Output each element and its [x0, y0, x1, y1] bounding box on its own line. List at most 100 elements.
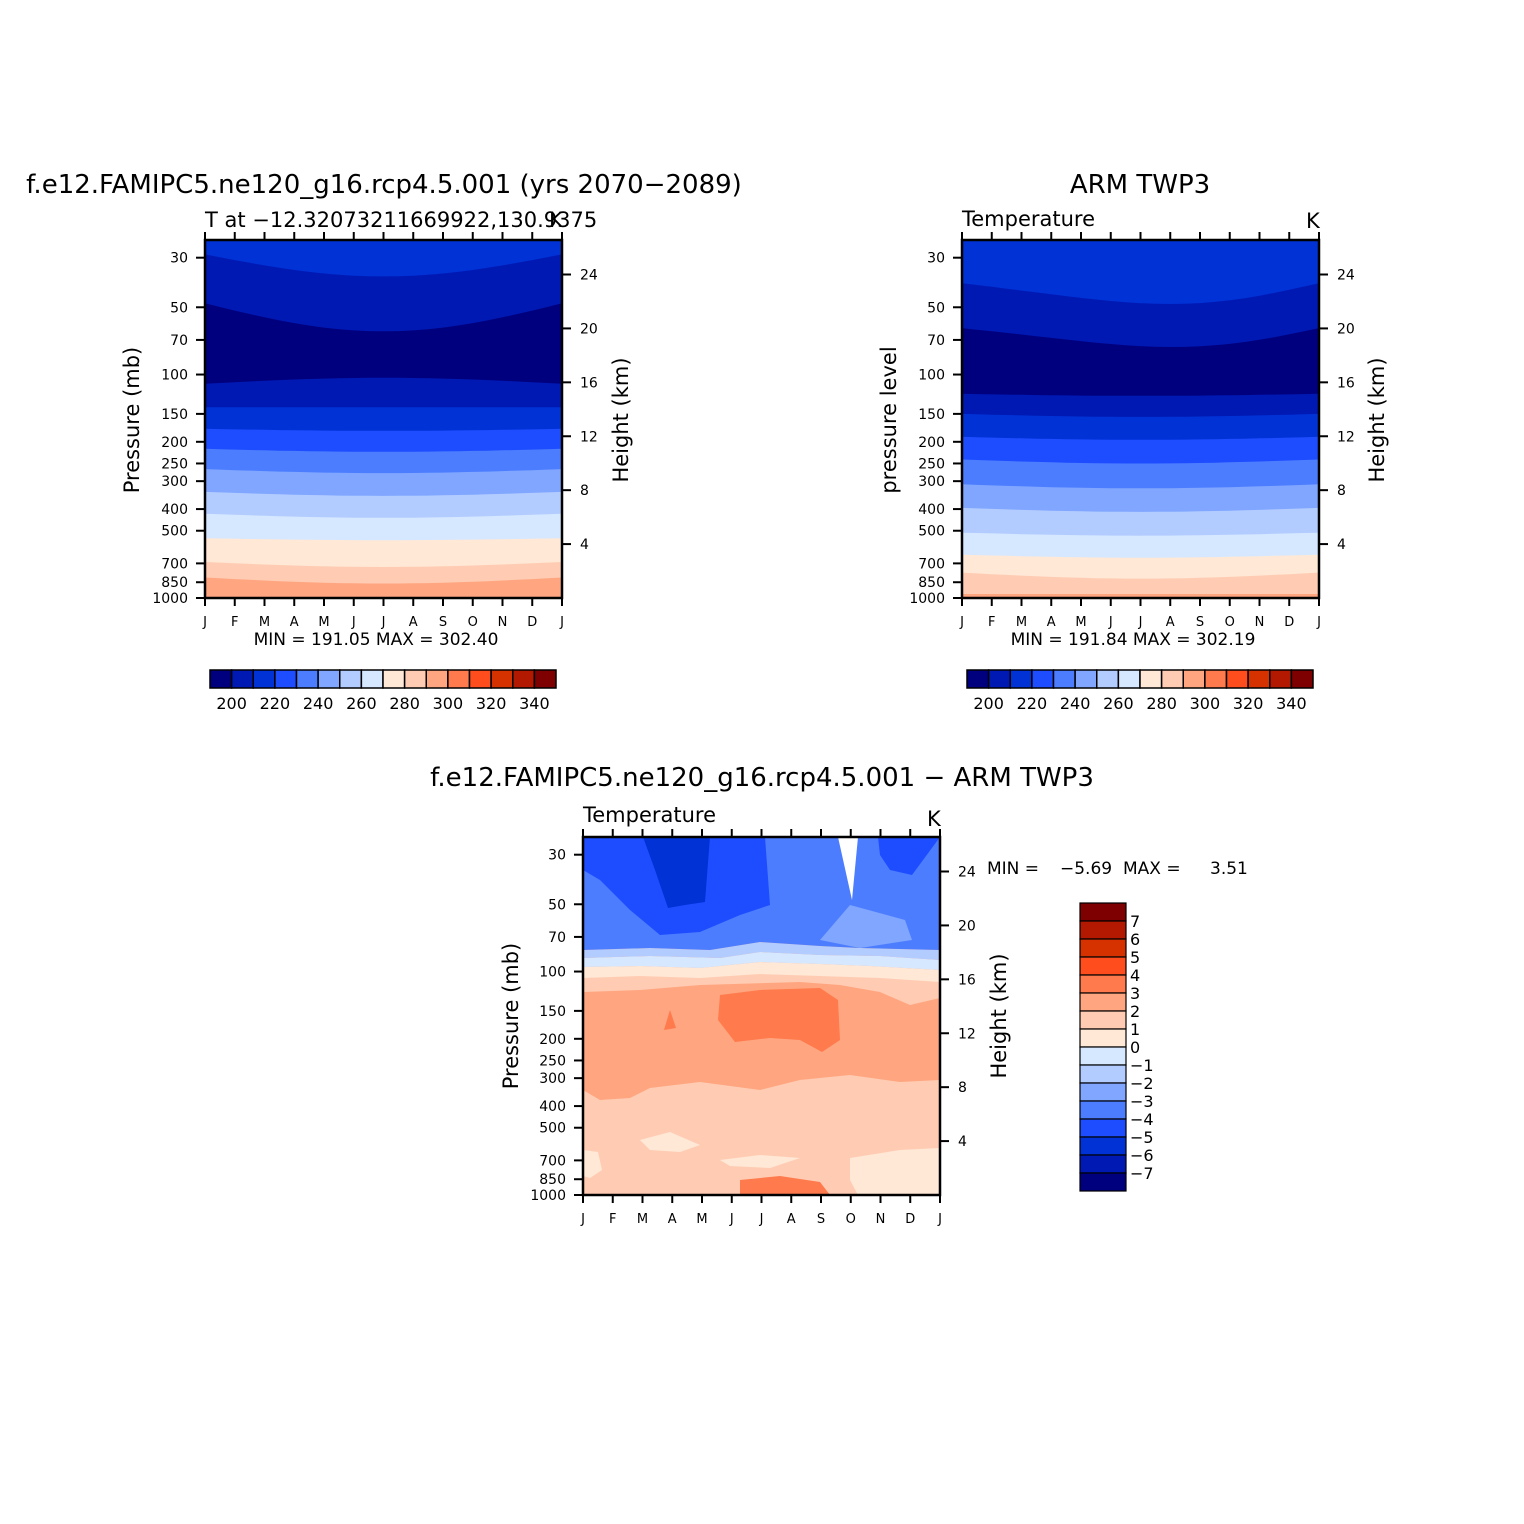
colorbar-label: 240: [1060, 694, 1091, 713]
diff-region-upper-hot: [664, 988, 840, 1195]
colorbar-swatch: [1079, 938, 1127, 958]
y-right-tick-label: 20: [580, 321, 598, 337]
x-tick-label: A: [1166, 615, 1175, 630]
colorbar-label: 1: [1130, 1020, 1140, 1039]
colorbar-swatch: [1204, 669, 1228, 689]
panel-diff-title: f.e12.FAMIPC5.ne120_g16.rcp4.5.001 − ARM…: [430, 763, 1094, 793]
panel-obs-plot: J F M A M J J A S O N D J 30 50 70 100 150 200 250 300 400 500…: [909, 232, 1355, 630]
colorbar-swatch: [295, 669, 319, 689]
y-tick-label: 150: [539, 1004, 566, 1020]
x-tick-label: J: [729, 1212, 734, 1227]
y-right-tick-label: 24: [958, 865, 976, 881]
panel-obs-colorbar: 200 220 240 260 280 300 320 340: [966, 669, 1314, 713]
colorbar-swatch: [447, 669, 471, 689]
colorbar-label: 240: [303, 694, 334, 713]
x-tick-label: M: [696, 1212, 707, 1227]
colorbar-label: 5: [1130, 948, 1140, 967]
y-tick-label: 30: [927, 251, 945, 267]
y-tick-label: 500: [161, 524, 188, 540]
panel-model-plot: J F M A M J J A S O N D J 30 50 70 100 150 200 250 300 400 500…: [152, 232, 598, 630]
x-tick-label: F: [231, 615, 238, 630]
colorbar-label: 340: [1276, 694, 1307, 713]
colorbar-label: 6: [1130, 930, 1140, 949]
x-tick-label: D: [527, 615, 537, 630]
panel-model-ylabel-right: Height (km): [609, 357, 633, 482]
colorbar-swatch: [1079, 920, 1127, 940]
colorbar-swatch: [1079, 956, 1127, 976]
panel-obs-title: ARM TWP3: [1070, 170, 1210, 200]
colorbar-swatch: [1074, 669, 1098, 689]
colorbar-swatch: [1247, 669, 1271, 689]
x-tick-label: J: [559, 615, 564, 630]
panel-obs: ARM TWP3 Temperature K J F M A M J J A S O N D J 30 50…: [877, 170, 1389, 713]
colorbar-swatch: [1079, 1172, 1127, 1192]
x-tick-label: M: [259, 615, 270, 630]
colorbar-label: 300: [1190, 694, 1221, 713]
y-right-tick-label: 12: [580, 429, 598, 445]
colorbar-swatch: [339, 669, 363, 689]
y-tick-label: 850: [161, 575, 188, 591]
colorbar-label: −7: [1130, 1164, 1154, 1183]
colorbar-swatch: [1117, 669, 1141, 689]
y-tick-label: 1000: [530, 1188, 566, 1204]
colorbar-label: 320: [476, 694, 507, 713]
colorbar-swatch: [1079, 1010, 1127, 1030]
y-tick-label: 500: [918, 524, 945, 540]
colorbar-swatch: [1079, 1118, 1127, 1138]
panel-diff: f.e12.FAMIPC5.ne120_g16.rcp4.5.001 − ARM…: [430, 763, 1248, 1227]
diff-region-upper-cold-2: [583, 942, 940, 960]
colorbar-label: −6: [1130, 1146, 1154, 1165]
colorbar-label: 7: [1130, 912, 1140, 931]
y-tick-label: 200: [539, 1032, 566, 1048]
colorbar-label: 260: [1103, 694, 1134, 713]
y-tick-label: 400: [161, 502, 188, 518]
y-tick-label: 850: [918, 575, 945, 591]
y-tick-label: 70: [170, 333, 188, 349]
colorbar-label: 200: [216, 694, 247, 713]
colorbar-label: 280: [1146, 694, 1177, 713]
colorbar-swatch: [1225, 669, 1249, 689]
colorbar-label: 300: [433, 694, 464, 713]
colorbar-swatch: [1009, 669, 1033, 689]
diff-region-stratosphere-light: [820, 905, 912, 948]
y-tick-label: 150: [918, 407, 945, 423]
x-tick-label: M: [637, 1212, 648, 1227]
y-right-tick-label: 4: [958, 1134, 967, 1150]
x-tick-label: S: [439, 615, 447, 630]
y-right-tick-label: 20: [958, 918, 976, 934]
colorbar-swatch: [987, 669, 1011, 689]
colorbar-swatch: [1079, 1064, 1127, 1084]
colorbar-label: −2: [1130, 1074, 1154, 1093]
colorbar-swatch: [1052, 669, 1076, 689]
colorbar-swatch: [1079, 974, 1127, 994]
colorbar-swatch: [1269, 669, 1293, 689]
panel-obs-subtitle: Temperature: [961, 207, 1095, 231]
colorbar-label: 2: [1130, 1002, 1140, 1021]
colorbar-swatch: [1031, 669, 1055, 689]
colorbar-label: 3: [1130, 984, 1140, 1003]
colorbar-swatch: [403, 669, 427, 689]
y-tick-label: 250: [161, 456, 188, 472]
y-tick-label: 250: [918, 456, 945, 472]
panel-model-units: K: [549, 208, 564, 232]
colorbar-label: 4: [1130, 966, 1140, 985]
diff-region-upper-cold-1: [583, 952, 940, 970]
y-right-tick-label: 12: [1337, 429, 1355, 445]
panel-diff-stats-min-label: MIN =: [987, 859, 1039, 879]
colorbar-label: 260: [346, 694, 377, 713]
colorbar-label: −3: [1130, 1092, 1154, 1111]
y-tick-label: 500: [539, 1121, 566, 1137]
diff-region-missing: [838, 837, 858, 900]
colorbar-swatch: [1160, 669, 1184, 689]
x-tick-label: F: [988, 615, 995, 630]
panel-model: f.e12.FAMIPC5.ne120_g16.rcp4.5.001 (yrs …: [26, 170, 742, 713]
y-tick-label: 100: [918, 368, 945, 384]
y-right-tick-label: 16: [958, 972, 976, 988]
x-tick-label: J: [1138, 615, 1143, 630]
panel-diff-units: K: [927, 807, 942, 831]
panel-diff-stats-max: 3.51: [1210, 859, 1248, 879]
y-right-tick-label: 24: [1337, 268, 1355, 284]
y-tick-label: 70: [548, 930, 566, 946]
x-tick-label: D: [905, 1212, 915, 1227]
